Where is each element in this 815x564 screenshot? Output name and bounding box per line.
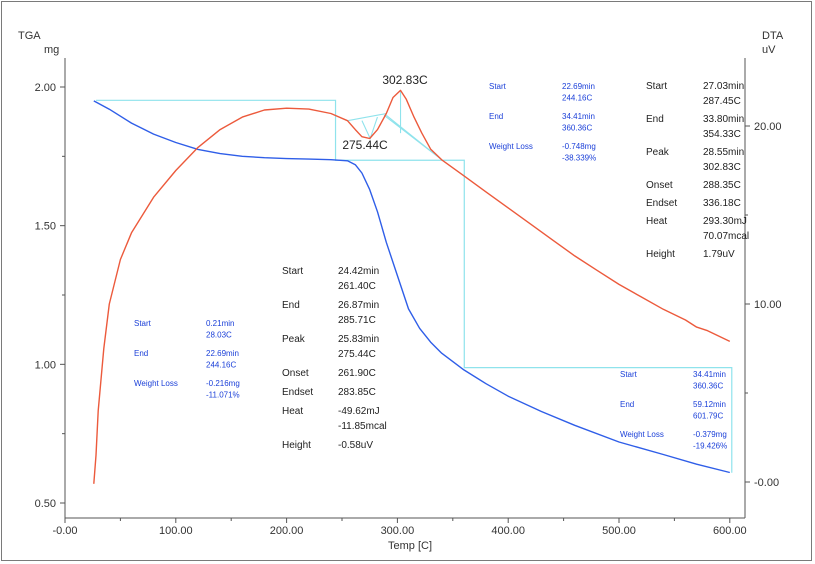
ann-blue-left-value: -11.071% — [206, 391, 240, 400]
dta-endo-peak-baseline — [347, 112, 387, 140]
ann-right-top-value: 302.83C — [703, 162, 741, 173]
ann-blue-bottom-label: End — [620, 400, 634, 409]
peak-label-275: 275.44C — [342, 138, 388, 152]
x-tick-label: 100.00 — [159, 525, 193, 537]
y-left-unit: mg — [44, 44, 59, 56]
dta-exo-peak-baseline — [383, 90, 443, 161]
x-tick-label: -0.00 — [52, 525, 77, 537]
ann-center-value: 285.71C — [338, 315, 376, 326]
ann-blue-bottom-value: 360.36C — [693, 382, 723, 391]
ann-blue-top-label: Weight Loss — [489, 142, 533, 151]
ann-center-value: -49.62mJ — [338, 406, 380, 417]
y-right-tick-label: -0.00 — [754, 477, 779, 489]
ann-right-top-label: Height — [646, 249, 675, 260]
peak-label-302: 302.83C — [382, 73, 428, 87]
ann-right-top-value: 27.03min — [703, 81, 744, 92]
ann-center-label: End — [282, 300, 300, 311]
ann-blue-bottom-value: 34.41min — [693, 370, 726, 379]
ann-right-top-label: End — [646, 114, 664, 125]
ann-blue-bottom-value: 601.79C — [693, 412, 723, 421]
ann-right-top-label: Start — [646, 81, 667, 92]
ann-blue-left-label: Weight Loss — [134, 379, 178, 388]
x-axis-label: Temp [C] — [388, 540, 432, 552]
ann-center-value: 261.90C — [338, 368, 376, 379]
ann-blue-top-label: Start — [489, 82, 507, 91]
ann-blue-top-value: 34.41min — [562, 112, 595, 121]
ann-right-top-label: Heat — [646, 216, 667, 227]
ann-center-value: -11.85mcal — [338, 421, 387, 432]
ann-center-label: Heat — [282, 406, 303, 417]
ann-blue-top-label: End — [489, 112, 503, 121]
ann-center-value: 283.85C — [338, 387, 376, 398]
ann-blue-top-value: 22.69min — [562, 82, 595, 91]
x-tick-label: 600.00 — [713, 525, 747, 537]
ann-center-label: Height — [282, 440, 311, 451]
ann-right-top: Start 27.03min 287.45C End 33.80min 354.33C Pe… — [646, 81, 749, 260]
ann-blue-top-value: 244.16C — [562, 94, 592, 103]
ann-center-value: 275.44C — [338, 349, 376, 360]
weight-loss-step-lines — [96, 99, 733, 473]
ann-blue-bottom: Start 34.41min 360.36C End 59.12min 601.79C We… — [620, 370, 727, 451]
ann-center-label: Peak — [282, 334, 306, 345]
y-left-tick-label: 1.00 — [35, 359, 56, 371]
ann-center-label: Endset — [282, 387, 313, 398]
ann-right-top-value: 354.33C — [703, 129, 741, 140]
ann-blue-left-value: 244.16C — [206, 361, 236, 370]
ann-blue-left-label: Start — [134, 319, 152, 328]
dta-curve-line — [93, 89, 731, 484]
y-right-title: DTA — [762, 30, 784, 42]
ann-center-value: 24.42min — [338, 266, 379, 277]
ann-right-top-value: 28.55min — [703, 147, 744, 158]
ann-right-top-value: 1.79uV — [703, 249, 735, 260]
x-tick-label: 200.00 — [270, 525, 304, 537]
y-right-tick-label: 20.00 — [754, 121, 782, 133]
ann-blue-bottom-value: 59.12min — [693, 400, 726, 409]
ann-blue-bottom-value: -19.426% — [693, 442, 727, 451]
ann-blue-left-value: -0.216mg — [206, 379, 240, 388]
ann-center: Start 24.42min 261.40C End 26.87min 285.71C Pe… — [282, 266, 387, 451]
x-tick-label: 400.00 — [491, 525, 525, 537]
ann-right-top-value: 336.18C — [703, 198, 741, 209]
ann-right-top-value: 70.07mcal — [703, 231, 749, 242]
ann-center-value: -0.58uV — [338, 440, 373, 451]
ann-blue-bottom-value: -0.379mg — [693, 430, 727, 439]
ann-right-top-value: 288.35C — [703, 180, 741, 191]
ann-center-value: 25.83min — [338, 334, 379, 345]
ann-blue-left-value: 28.03C — [206, 331, 232, 340]
ann-blue-top: Start 22.69min 244.16C End 34.41min 360.36C We… — [489, 82, 596, 163]
ann-blue-left-value: 0.21min — [206, 319, 234, 328]
ann-right-top-value: 33.80min — [703, 114, 744, 125]
ann-center-label: Onset — [282, 368, 309, 379]
ann-center-value: 26.87min — [338, 300, 379, 311]
y-left-tick-label: 0.50 — [35, 498, 56, 510]
y-left-title: TGA — [18, 30, 41, 42]
tga-curve-line — [93, 100, 730, 474]
x-tick-label: 300.00 — [381, 525, 415, 537]
ann-blue-bottom-label: Weight Loss — [620, 430, 664, 439]
y-left-tick-label: 1.50 — [35, 221, 56, 233]
y-right-tick-label: 10.00 — [754, 299, 782, 311]
ann-right-top-value: 287.45C — [703, 96, 741, 107]
ann-blue-left: Start 0.21min 28.03C End 22.69min 244.16C Weig… — [134, 319, 240, 400]
ann-center-value: 261.40C — [338, 281, 376, 292]
ann-blue-bottom-label: Start — [620, 370, 638, 379]
ann-right-top-label: Onset — [646, 180, 673, 191]
ann-right-top-label: Endset — [646, 198, 677, 209]
ann-blue-left-label: End — [134, 349, 148, 358]
ann-right-top-label: Peak — [646, 147, 670, 158]
y-left-tick-label: 2.00 — [35, 82, 56, 94]
ann-blue-left-value: 22.69min — [206, 349, 239, 358]
ann-center-label: Start — [282, 266, 303, 277]
ann-right-top-value: 293.30mJ — [703, 216, 747, 227]
y-right-unit: uV — [762, 44, 776, 56]
ann-blue-top-value: -38.339% — [562, 154, 596, 163]
x-tick-label: 500.00 — [602, 525, 636, 537]
ann-blue-top-value: -0.748mg — [562, 142, 596, 151]
ann-blue-top-value: 360.36C — [562, 124, 592, 133]
